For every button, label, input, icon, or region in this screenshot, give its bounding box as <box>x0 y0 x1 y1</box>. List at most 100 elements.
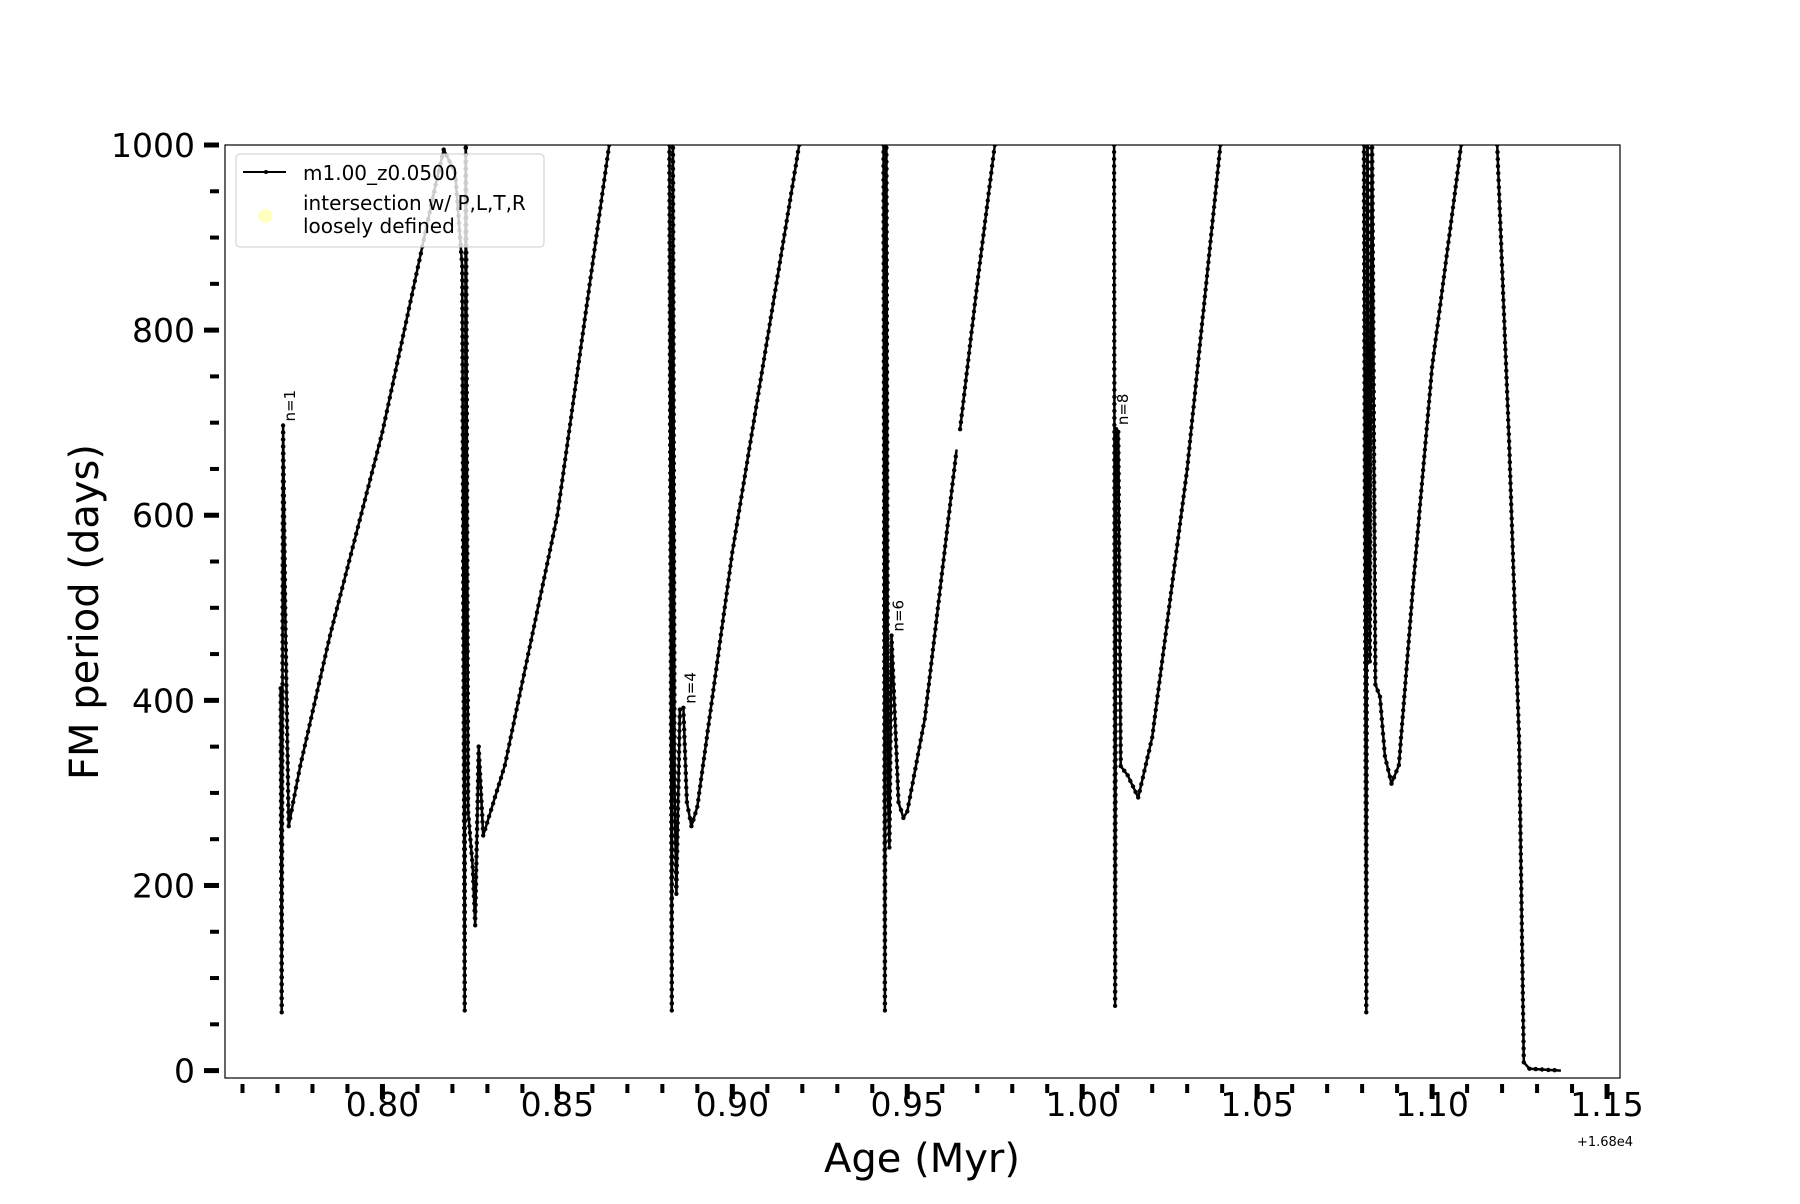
data-point <box>671 454 676 459</box>
data-point <box>1364 814 1369 820</box>
data-point <box>938 585 943 590</box>
data-point <box>1117 631 1122 636</box>
data-point <box>1499 262 1505 268</box>
data-point <box>609 103 613 107</box>
data-point <box>1396 762 1402 768</box>
data-point <box>280 688 285 694</box>
data-point <box>884 356 890 361</box>
data-point <box>1112 275 1117 281</box>
data-point <box>1364 856 1369 862</box>
legend-label-intersection: intersection w/ P,L,T,R loosely defined <box>303 191 526 238</box>
data-point <box>1450 205 1456 210</box>
data-point <box>1171 570 1176 575</box>
data-point <box>1370 236 1376 241</box>
data-point <box>671 412 676 417</box>
data-point <box>1365 195 1371 200</box>
data-point <box>945 523 950 528</box>
data-point <box>1112 422 1117 428</box>
x-tick-label: 1.10 <box>1395 1085 1468 1124</box>
data-point <box>1436 316 1441 321</box>
data-point <box>982 219 988 224</box>
data-point <box>669 945 675 950</box>
data-point <box>1365 180 1370 186</box>
data-point <box>885 580 890 585</box>
data-point <box>885 622 890 627</box>
data-point <box>1364 898 1369 903</box>
data-point <box>768 315 773 320</box>
data-point <box>1518 837 1523 843</box>
data-point <box>279 863 285 868</box>
data-point <box>464 432 470 437</box>
data-point <box>282 528 287 533</box>
data-point <box>1372 501 1377 506</box>
data-point <box>798 103 802 107</box>
data-point <box>462 924 467 929</box>
data-point <box>462 882 467 887</box>
data-point <box>361 504 366 509</box>
data-point <box>475 806 480 811</box>
data-point <box>675 806 681 811</box>
data-point <box>1116 520 1122 525</box>
data-point <box>283 612 288 617</box>
data-point <box>1154 700 1159 706</box>
data-point <box>1117 562 1122 567</box>
data-point <box>473 923 478 928</box>
data-point <box>883 832 888 838</box>
data-point <box>1111 177 1117 183</box>
y-tick-label: 1000 <box>111 126 195 165</box>
data-point <box>1460 136 1464 140</box>
data-point <box>279 982 284 987</box>
data-point <box>279 933 285 938</box>
data-point <box>465 768 471 773</box>
data-point <box>1219 116 1223 120</box>
data-point <box>1111 163 1117 169</box>
data-point <box>798 123 802 127</box>
data-point <box>1521 1018 1526 1023</box>
data-point <box>683 756 688 761</box>
data-point <box>479 806 484 811</box>
data-point <box>390 381 395 387</box>
data-point <box>1113 729 1118 734</box>
data-point <box>561 471 566 476</box>
data-point <box>682 749 688 754</box>
data-point <box>705 728 710 734</box>
data-point <box>951 474 956 480</box>
data-point <box>1512 607 1517 612</box>
data-point <box>1365 124 1369 128</box>
data-point <box>1367 645 1373 650</box>
data-point <box>470 864 475 870</box>
data-point <box>1368 420 1373 425</box>
data-point <box>670 173 676 179</box>
data-point <box>465 593 470 598</box>
data-point <box>1181 494 1186 499</box>
data-point <box>671 524 677 529</box>
data-point <box>1113 616 1119 622</box>
data-point <box>1136 795 1141 800</box>
data-point <box>279 1010 284 1015</box>
data-point <box>717 639 723 644</box>
data-point <box>687 816 693 821</box>
data-point <box>1116 464 1121 469</box>
data-point <box>885 496 890 501</box>
data-point <box>464 125 468 129</box>
data-point <box>887 817 892 822</box>
data-point <box>571 394 577 399</box>
data-point <box>1520 955 1525 961</box>
data-point <box>478 785 483 790</box>
data-point <box>289 808 294 813</box>
data-point <box>281 507 287 512</box>
data-point <box>1365 202 1371 207</box>
data-point <box>672 650 677 655</box>
data-point <box>1176 535 1181 540</box>
data-point <box>885 650 890 655</box>
data-point <box>1517 761 1522 766</box>
data-point <box>464 104 468 108</box>
data-point <box>882 973 888 978</box>
data-point <box>462 938 467 943</box>
data-point <box>1113 855 1118 861</box>
data-point <box>671 440 676 445</box>
data-point <box>599 198 604 204</box>
data-point <box>777 260 783 265</box>
data-point <box>672 636 677 641</box>
data-point <box>417 258 422 263</box>
